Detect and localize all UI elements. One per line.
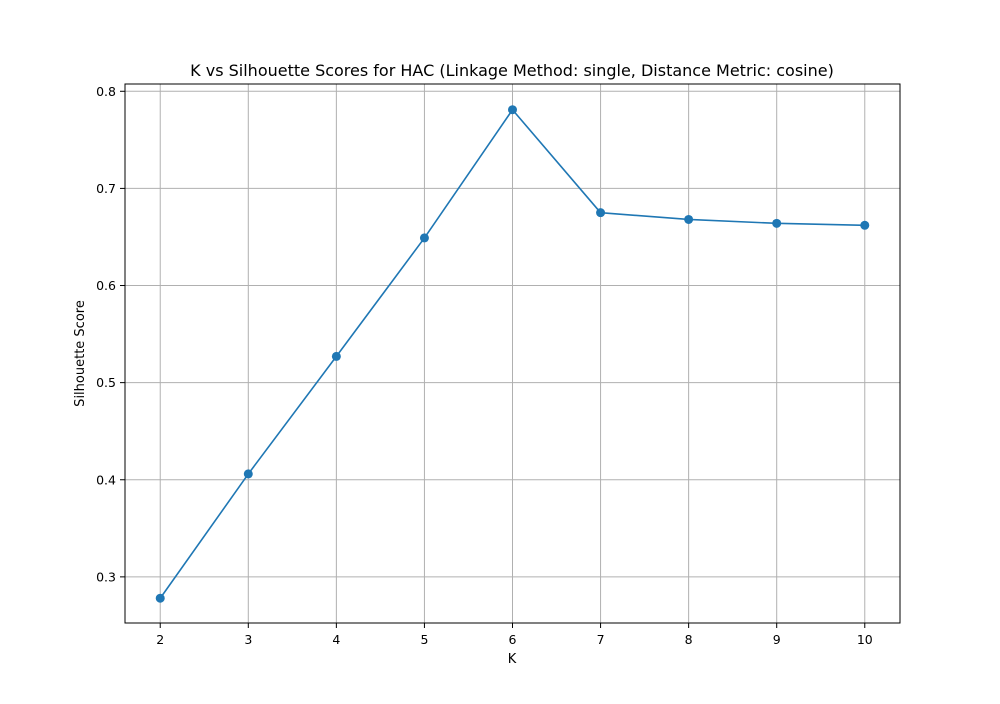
x-tick-label: 8 — [685, 632, 693, 647]
data-point — [419, 233, 429, 243]
y-tick-label: 0.8 — [96, 84, 116, 99]
chart-title: K vs Silhouette Scores for HAC (Linkage … — [190, 61, 834, 80]
data-point — [684, 214, 694, 224]
x-axis-label: K — [508, 652, 517, 667]
data-point — [243, 469, 253, 479]
y-tick-label: 0.4 — [96, 472, 116, 487]
axis-ticks: 2 3 4 5 6 7 8 9 10 0.3 0.4 0.5 0.6 0.7 0.8 — [96, 84, 873, 647]
x-tick-label: 10 — [857, 632, 873, 647]
plot-frame — [124, 83, 901, 624]
data-point — [860, 220, 870, 230]
grid-lines — [125, 84, 900, 623]
x-tick-label: 5 — [420, 632, 428, 647]
x-tick-label: 3 — [244, 632, 252, 647]
x-tick-label: 4 — [332, 632, 340, 647]
y-axis-label: Silhouette Score — [73, 300, 88, 407]
x-tick-label: 2 — [156, 632, 164, 647]
data-point — [508, 105, 517, 115]
data-point — [772, 218, 782, 228]
y-tick-label: 0.3 — [96, 569, 116, 584]
y-tick-label: 0.6 — [96, 278, 116, 293]
y-tick-label: 0.5 — [96, 375, 116, 390]
data-point — [596, 208, 606, 218]
x-tick-label: 9 — [773, 632, 781, 647]
y-tick-label: 0.7 — [96, 181, 116, 196]
x-tick-label: 6 — [509, 632, 517, 647]
data-point — [155, 593, 165, 603]
series-layer — [155, 105, 870, 603]
data-point — [331, 351, 341, 361]
x-tick-label: 7 — [597, 632, 605, 647]
